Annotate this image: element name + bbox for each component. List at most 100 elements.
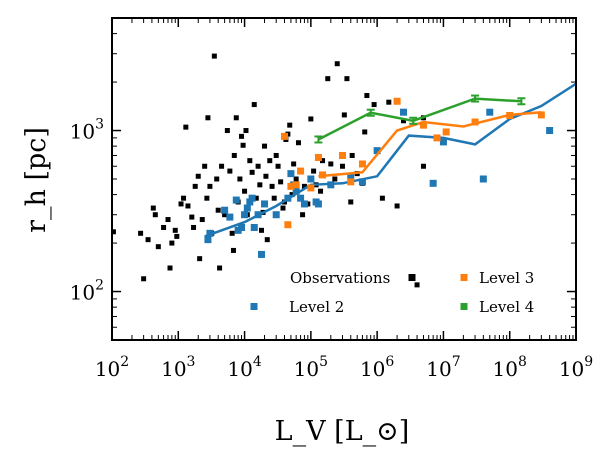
observations-point	[280, 205, 286, 211]
observations-point	[161, 224, 167, 230]
observations-point	[205, 115, 211, 121]
observations-point	[199, 217, 205, 223]
level-2-point	[546, 127, 554, 135]
series-level-4	[314, 94, 526, 144]
level-2-point	[479, 175, 487, 183]
legend-marker-level-2	[250, 303, 258, 310]
observations-point	[349, 152, 355, 158]
level-3-point	[338, 151, 346, 159]
observations-point	[172, 227, 178, 233]
observations-point	[240, 142, 246, 148]
level-3-point	[307, 184, 315, 192]
x-tick-label: 107	[426, 354, 460, 381]
legend-marker-observations	[408, 274, 416, 281]
observations-point	[227, 168, 233, 174]
observations-point	[273, 152, 279, 158]
level-3-point	[284, 221, 292, 229]
level-3-point	[319, 171, 327, 179]
observations-point	[258, 227, 264, 233]
x-tick-label-exponent: 8	[518, 354, 527, 370]
x-tick-label: 108	[493, 354, 527, 381]
observations-point	[247, 158, 253, 164]
observations-point	[364, 93, 370, 99]
y-tick-label: 103	[70, 117, 104, 144]
observations-point	[229, 230, 235, 236]
observations-point	[318, 188, 324, 194]
observations-point	[293, 176, 299, 182]
observations-point	[362, 129, 368, 135]
level-2-point	[221, 206, 229, 214]
observations-point	[197, 256, 203, 262]
observations-point	[295, 140, 301, 146]
observations-point	[237, 176, 243, 182]
x-tick-label-base: 10	[294, 357, 319, 381]
observations-point	[386, 99, 392, 105]
observations-point	[289, 192, 295, 198]
observations-point	[192, 183, 198, 189]
observations-point	[138, 230, 144, 236]
level-3-point	[292, 181, 300, 189]
level-3-point	[393, 97, 401, 105]
observations-point	[195, 173, 201, 179]
observations-point	[328, 161, 334, 167]
observations-point	[308, 116, 314, 122]
observations-point	[341, 112, 347, 118]
observations-point	[264, 237, 270, 243]
observations-point	[291, 161, 297, 167]
observations-point	[348, 199, 354, 205]
x-tick-label: 109	[559, 354, 593, 381]
observations-point	[231, 152, 237, 158]
level-3-point	[297, 167, 305, 175]
y-axis-label: r_h [pc]	[21, 127, 52, 233]
observations-point	[112, 229, 116, 235]
observations-point	[394, 203, 400, 209]
level-2-line	[204, 82, 576, 238]
level-2-point	[400, 108, 408, 116]
level-3-point	[442, 128, 450, 136]
observations-point	[414, 282, 420, 288]
observations-point	[379, 195, 385, 201]
observations-point	[145, 237, 151, 243]
observations-point	[189, 214, 195, 220]
observations-point	[271, 195, 277, 201]
level-3-point	[347, 178, 355, 186]
level-2-point	[204, 236, 212, 244]
observations-point	[174, 233, 180, 239]
x-tick-label-exponent: 6	[385, 354, 394, 370]
observations-point	[278, 179, 284, 185]
level-2-point	[486, 108, 494, 116]
level-2-point	[373, 147, 381, 155]
level-2-point	[206, 229, 214, 237]
y-tick-label-exponent: 3	[95, 117, 104, 133]
x-tick-label-exponent: 5	[319, 354, 328, 370]
level-2-point	[226, 213, 234, 221]
level-2-point	[307, 175, 315, 183]
observations-point	[339, 163, 345, 169]
observations-point	[202, 163, 208, 169]
level-2-point	[358, 178, 366, 186]
legend-label-level-3: Level 3	[479, 269, 534, 287]
level-3-point	[471, 118, 479, 126]
x-tick-label-base: 10	[360, 357, 385, 381]
y-tick-label-exponent: 2	[95, 278, 104, 294]
observations-point	[204, 195, 210, 201]
observations-point	[169, 240, 175, 246]
level-2-point	[287, 170, 295, 178]
observations-point	[150, 205, 156, 211]
plot-frame	[111, 17, 577, 341]
observations-point	[332, 176, 338, 182]
level-3-point	[506, 111, 514, 119]
observations-point	[155, 244, 161, 250]
observations-point	[222, 212, 228, 218]
observations-point	[239, 133, 245, 139]
legend-marker-level-4	[460, 303, 468, 310]
observations-point	[301, 183, 307, 189]
x-tick-label-exponent: 2	[120, 354, 129, 370]
observations-point	[181, 195, 187, 201]
observations-point	[224, 128, 230, 134]
x-tick-label: 105	[294, 354, 328, 381]
x-tick-label-exponent: 3	[187, 354, 196, 370]
x-tick-label-exponent: 7	[452, 354, 461, 370]
